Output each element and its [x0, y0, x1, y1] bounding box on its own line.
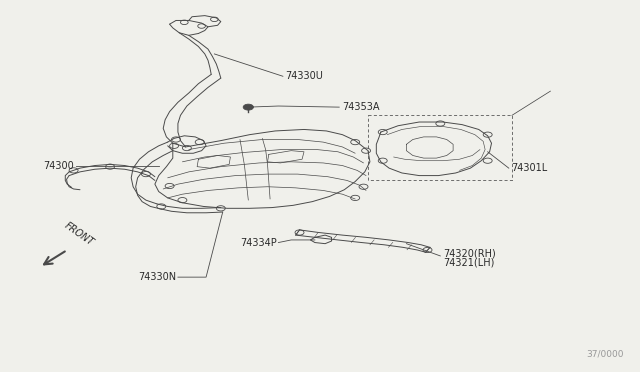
Text: 74320(RH): 74320(RH) — [443, 249, 495, 259]
Text: 74321(LH): 74321(LH) — [443, 257, 494, 267]
Text: 74300: 74300 — [43, 161, 74, 170]
Text: 74330U: 74330U — [285, 71, 323, 81]
Text: 74353A: 74353A — [342, 102, 380, 112]
Text: 74334P: 74334P — [240, 238, 276, 247]
Text: FRONT: FRONT — [63, 220, 96, 247]
Circle shape — [243, 104, 253, 110]
Text: 74301L: 74301L — [511, 163, 547, 173]
Text: 37/0000: 37/0000 — [586, 350, 624, 359]
Text: 74330N: 74330N — [138, 272, 176, 282]
